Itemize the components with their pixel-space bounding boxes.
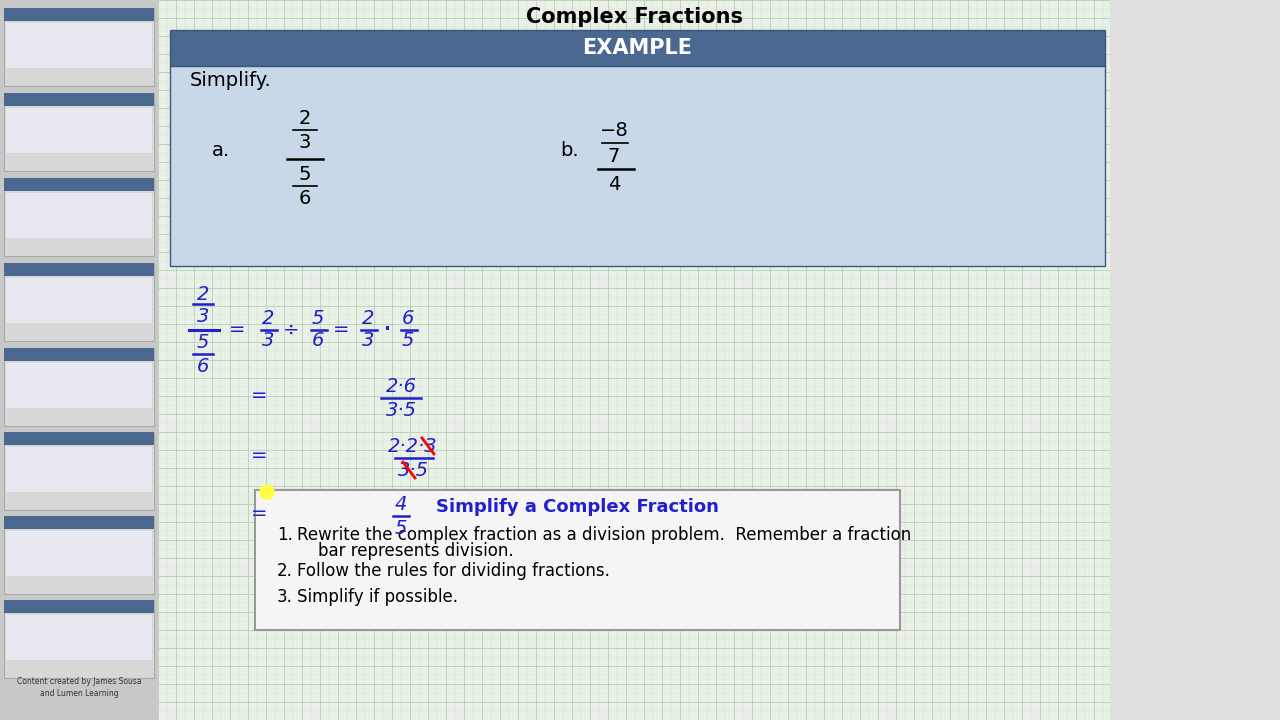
Bar <box>4 263 154 341</box>
Text: 5: 5 <box>394 518 407 538</box>
Text: 2: 2 <box>362 310 374 328</box>
Text: 3: 3 <box>197 307 209 325</box>
Text: 6: 6 <box>298 189 311 209</box>
Bar <box>4 516 154 594</box>
Text: Follow the rules for dividing fractions.: Follow the rules for dividing fractions. <box>297 562 609 580</box>
Text: EXAMPLE: EXAMPLE <box>582 38 692 58</box>
Text: 7: 7 <box>608 146 621 166</box>
Bar <box>4 348 154 426</box>
Bar <box>170 66 1105 266</box>
Text: Content created by James Sousa
and Lumen Learning: Content created by James Sousa and Lumen… <box>17 678 141 698</box>
Text: Complex Fractions: Complex Fractions <box>526 7 742 27</box>
Text: =: = <box>251 446 268 466</box>
Text: 5: 5 <box>197 333 209 353</box>
Bar <box>6 278 152 323</box>
Text: bar represents division.: bar represents division. <box>297 542 513 560</box>
Text: −8: −8 <box>599 120 628 140</box>
Text: 4: 4 <box>394 495 407 513</box>
Bar <box>170 30 1105 66</box>
Text: 3·5: 3·5 <box>398 461 429 480</box>
Bar <box>4 93 154 106</box>
Text: ÷: ÷ <box>283 320 300 340</box>
Text: 2: 2 <box>197 284 209 304</box>
Bar <box>4 93 154 171</box>
Bar <box>4 8 154 86</box>
Bar <box>6 193 152 238</box>
Text: 6: 6 <box>402 310 415 328</box>
Text: Simplify.: Simplify. <box>189 71 271 89</box>
Text: 3.: 3. <box>276 588 293 606</box>
Text: =: = <box>229 320 246 340</box>
Text: Simplify a Complex Fraction: Simplify a Complex Fraction <box>436 498 719 516</box>
Text: 3: 3 <box>262 331 274 351</box>
Text: Simplify if possible.: Simplify if possible. <box>297 588 458 606</box>
Text: =: = <box>251 387 268 405</box>
Text: 4: 4 <box>608 174 621 194</box>
Text: a.: a. <box>212 142 230 161</box>
Text: 2·6: 2·6 <box>385 377 416 395</box>
Bar <box>4 263 154 276</box>
Text: ·: · <box>383 316 392 344</box>
Bar <box>4 348 154 361</box>
Text: 3·5: 3·5 <box>385 400 416 420</box>
Text: 2·2·3: 2·2·3 <box>388 436 438 456</box>
Circle shape <box>260 485 274 499</box>
Bar <box>4 600 154 678</box>
Bar <box>4 432 154 445</box>
Bar <box>6 447 152 492</box>
Bar <box>6 363 152 408</box>
Text: 5: 5 <box>298 164 311 184</box>
Bar <box>6 23 152 68</box>
Bar <box>6 108 152 153</box>
Bar <box>4 178 154 256</box>
Text: b.: b. <box>561 142 579 161</box>
Text: 3: 3 <box>298 133 311 153</box>
Bar <box>4 516 154 529</box>
Bar <box>4 600 154 613</box>
Bar <box>6 531 152 576</box>
Bar <box>6 615 152 660</box>
Text: 5: 5 <box>312 310 324 328</box>
Text: 2: 2 <box>298 109 311 127</box>
Text: 5: 5 <box>402 331 415 351</box>
Bar <box>4 8 154 21</box>
Text: 2.: 2. <box>276 562 293 580</box>
Bar <box>0 0 157 720</box>
Text: 3: 3 <box>362 331 374 351</box>
Text: 6: 6 <box>197 356 209 376</box>
Text: 6: 6 <box>312 331 324 351</box>
Bar <box>255 490 900 630</box>
Bar <box>4 432 154 510</box>
Bar <box>4 178 154 191</box>
Bar <box>1110 0 1280 720</box>
Text: =: = <box>333 320 349 340</box>
Text: 1.: 1. <box>276 526 293 544</box>
Text: =: = <box>251 505 268 523</box>
Text: 2: 2 <box>262 310 274 328</box>
Text: Rewrite the complex fraction as a division problem.  Remember a fraction: Rewrite the complex fraction as a divisi… <box>297 526 911 544</box>
